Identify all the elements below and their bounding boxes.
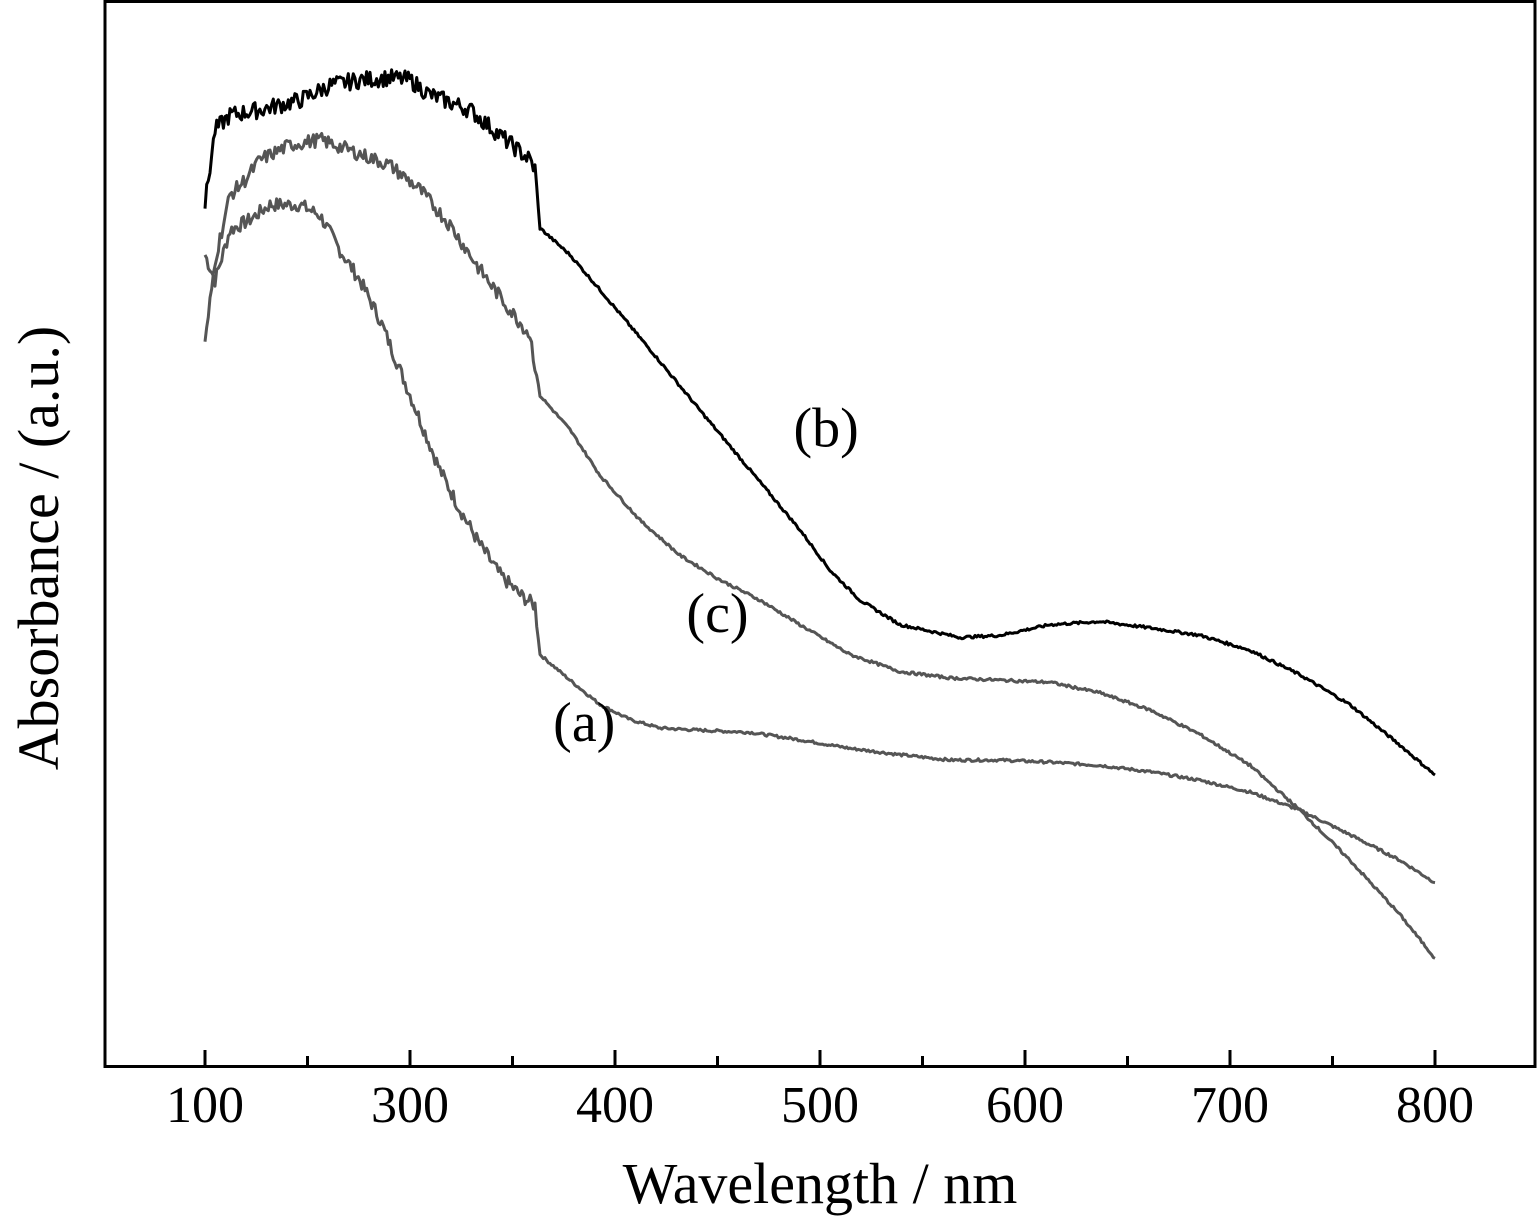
series-line-b bbox=[203, 68, 1436, 777]
x-tick-label: 300 bbox=[371, 1077, 449, 1134]
x-tick-label: 400 bbox=[576, 1077, 654, 1134]
x-tick-label: 700 bbox=[1191, 1077, 1269, 1134]
series-labels: (a) (b) (c) bbox=[553, 398, 859, 754]
curves bbox=[203, 68, 1436, 960]
series-label-a: (a) bbox=[553, 692, 615, 754]
series-line-a bbox=[203, 197, 1436, 885]
series-line-c bbox=[203, 132, 1436, 960]
x-tick-label: 100 bbox=[166, 1077, 244, 1134]
x-tick-label: 500 bbox=[781, 1077, 859, 1134]
x-tick-label: 800 bbox=[1396, 1077, 1474, 1134]
x-axis-title: Wavelength / nm bbox=[623, 1151, 1018, 1216]
series-label-c: (c) bbox=[686, 583, 748, 645]
y-axis-title: Absorbance / (a.u.) bbox=[6, 326, 71, 771]
series-label-b: (b) bbox=[794, 398, 859, 460]
plot-frame bbox=[103, 0, 1537, 1068]
x-tick-label: 600 bbox=[986, 1077, 1064, 1134]
x-ticks: 100 300 400 500 600 700 800 bbox=[166, 1050, 1474, 1134]
